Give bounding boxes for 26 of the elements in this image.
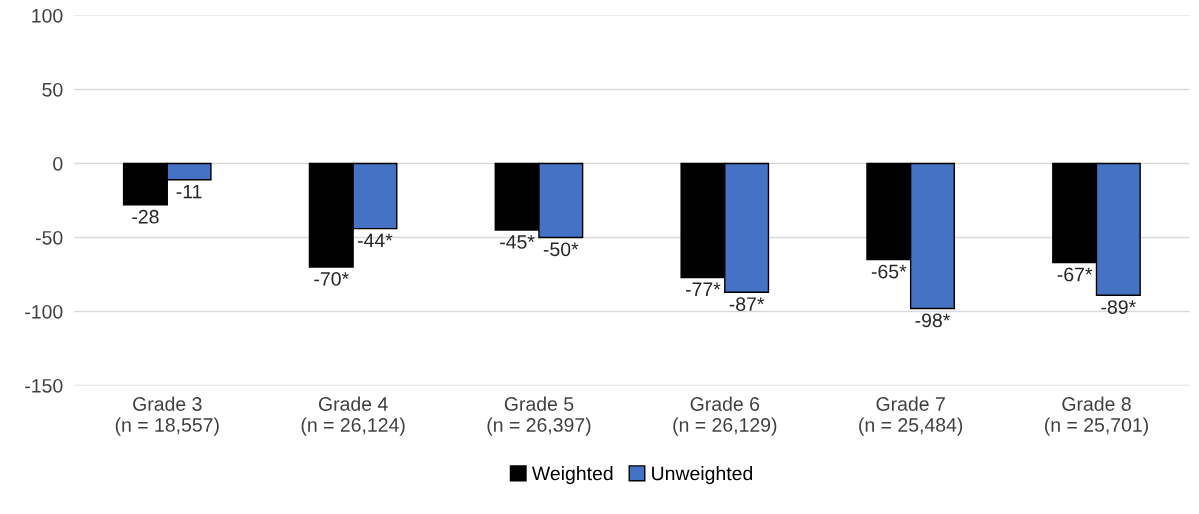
- y-tick-label: -150: [25, 378, 63, 393]
- data-label: -87*: [729, 297, 765, 311]
- legend-label: Weighted: [531, 466, 613, 485]
- data-label: -98*: [915, 313, 951, 328]
- data-label: -50*: [543, 242, 579, 257]
- x-tick-label: Grade 8 (n = 25,701): [1045, 396, 1148, 436]
- data-label: -77*: [685, 282, 721, 296]
- y-tick-label: 50: [42, 82, 63, 97]
- data-label: -67*: [1057, 267, 1093, 282]
- x-tick-label: Grade 4 (n = 26,124): [301, 396, 405, 436]
- y-tick-label: -50: [35, 230, 63, 245]
- data-label: -89*: [1101, 300, 1136, 314]
- legend-label: Unweighted: [652, 466, 753, 485]
- x-tick-label: Grade 5 (n = 26,397): [487, 396, 591, 436]
- y-tick-label: -100: [25, 304, 63, 319]
- data-label: -70*: [314, 272, 349, 286]
- y-tick-label: 100: [32, 8, 63, 23]
- data-label: -44*: [357, 233, 393, 248]
- x-tick-label: Grade 7 (n = 25,484): [859, 396, 963, 436]
- x-tick-label: Grade 3 (n = 18,557): [115, 396, 219, 436]
- y-tick-label: 0: [53, 156, 63, 171]
- x-tick-label: Grade 6 (n = 26,129): [673, 396, 777, 436]
- data-label: -11: [176, 184, 202, 199]
- data-label: -65*: [871, 264, 907, 279]
- data-label: -28: [132, 209, 159, 224]
- data-label: -45*: [500, 235, 535, 249]
